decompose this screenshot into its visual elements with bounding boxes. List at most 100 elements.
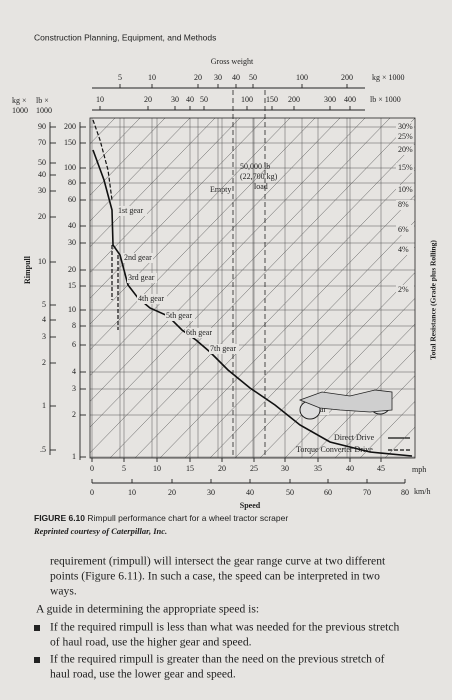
- kmh-label: 10: [128, 488, 136, 497]
- kg-axis-label: 5: [42, 300, 46, 309]
- kg-scale-label: 100: [296, 73, 308, 82]
- kmh-label: 60: [324, 488, 332, 497]
- lb-axis-label: 3: [72, 384, 76, 393]
- gear-label-bg: [123, 253, 153, 263]
- grade-label: 6%: [398, 225, 409, 234]
- lb-scale-label: 10: [96, 95, 104, 104]
- kg-scale-label: 200: [341, 73, 353, 82]
- grade-label: 15%: [398, 163, 413, 172]
- grade-label-bg: [396, 245, 414, 255]
- plot-frame: [89, 117, 416, 459]
- gear-label: 1st gear: [118, 206, 143, 215]
- mph-label: 0: [90, 464, 94, 473]
- gear-label: 7th gear: [210, 344, 236, 353]
- legend-label: Torque Converter Drive: [296, 445, 373, 454]
- kg-scale-label: 20: [194, 73, 202, 82]
- grid-line: [90, 118, 415, 454]
- kg-axis-unit: 1000: [12, 106, 28, 115]
- mph-label: 45: [377, 464, 385, 473]
- grade-label-bg: [396, 145, 414, 155]
- mph-label: 35: [314, 464, 322, 473]
- kg-scale-label: 10: [148, 73, 156, 82]
- kmh-label: 0: [90, 488, 94, 497]
- grid-line: [90, 118, 191, 222]
- lb-axis-label: 80: [68, 178, 76, 187]
- lb-axis-label: 15: [68, 281, 76, 290]
- caption: FIGURE 6.10 Rimpull performance chart fo…: [34, 513, 288, 523]
- gear-label: 4th gear: [138, 294, 164, 303]
- speed-label: Speed: [240, 501, 261, 510]
- mph-label: 20: [218, 464, 226, 473]
- grid-line: [134, 169, 415, 458]
- grade-label-bg: [396, 185, 414, 195]
- lb-axis-label: 100: [64, 163, 76, 172]
- kg-axis-unit: kg ×: [12, 96, 27, 105]
- kg-axis-label: .5: [40, 445, 46, 454]
- gear-label-bg: [185, 328, 215, 338]
- grid-line: [209, 246, 415, 458]
- grid-line: [90, 118, 391, 428]
- torque-curve: [92, 119, 119, 330]
- grid-line: [90, 118, 316, 351]
- grid-line: [90, 118, 266, 299]
- lb-axis-label: 60: [68, 195, 76, 204]
- lb-axis-label: 10: [68, 305, 76, 314]
- lb-axis-unit: 1000: [36, 106, 52, 115]
- kg-axis-label: 20: [38, 212, 46, 221]
- kg-scale-label: 30: [214, 73, 222, 82]
- kmh-label: 40: [246, 488, 254, 497]
- bullet: [34, 657, 40, 663]
- gear-label-bg: [127, 273, 157, 283]
- guide-line: A guide in determining the appropriate s…: [36, 603, 259, 616]
- grade-label: 10%: [398, 185, 413, 194]
- mph-label: 15: [186, 464, 194, 473]
- bullet-line: of haul road, use the higher gear and sp…: [50, 636, 252, 649]
- kg-scale-label: 50: [249, 73, 257, 82]
- grid-line: [90, 118, 241, 273]
- bullet-line: haul road, use the lower gear and speed.: [50, 668, 236, 681]
- grade-label-bg: [396, 122, 414, 132]
- kmh-label: 50: [286, 488, 294, 497]
- kmh-label: 80: [401, 488, 409, 497]
- mph-unit: mph: [412, 465, 426, 474]
- gear-label: 2nd gear: [124, 253, 152, 262]
- grid-line: [109, 143, 415, 458]
- grade-label-bg: [396, 132, 414, 142]
- grid-line: [90, 118, 291, 325]
- lb-scale-label: 400: [344, 95, 356, 104]
- lb-axis-label: 30: [68, 238, 76, 247]
- gear-label-bg: [117, 206, 147, 216]
- kg-scale-label: 5: [118, 73, 122, 82]
- grade-label: 30%: [398, 122, 413, 131]
- grid-line: [90, 118, 116, 145]
- gear-label: 5th gear: [166, 311, 192, 320]
- grade-label: 25%: [398, 132, 413, 141]
- grade-label: 4%: [398, 245, 409, 254]
- kg-axis-label: 40: [38, 170, 46, 179]
- lb-axis-label: 150: [64, 138, 76, 147]
- grid-line: [90, 118, 341, 376]
- lb-scale-label: 30: [171, 95, 179, 104]
- lb-scale-label: 20: [144, 95, 152, 104]
- mph-label: 10: [153, 464, 161, 473]
- paragraph-line: points (Figure 6.11). In such a case, th…: [50, 570, 380, 583]
- lb-axis-label: 20: [68, 265, 76, 274]
- kg-axis-label: 50: [38, 158, 46, 167]
- gear-label-bg: [165, 311, 195, 321]
- kmh-label: 70: [363, 488, 371, 497]
- resistance-label: Total Resistance (Grade plus Rolling): [429, 240, 438, 360]
- grid-line: [384, 426, 415, 458]
- bullet-line: If the required rimpull is greater than …: [50, 653, 385, 666]
- grade-label: 2%: [398, 285, 409, 294]
- lb-scale-unit: lb × 1000: [370, 95, 401, 104]
- kg-axis-label: 70: [38, 138, 46, 147]
- lb-scale-label: 150: [266, 95, 278, 104]
- grid-line: [90, 118, 216, 248]
- kg-axis-label: 10: [38, 257, 46, 266]
- lb-scale-label: 200: [288, 95, 300, 104]
- lb-axis-label: 4: [72, 367, 76, 376]
- caption-credit: Reprinted courtesy of Caterpillar, Inc.: [33, 526, 167, 536]
- gear-label: 6th gear: [186, 328, 212, 337]
- mph-label: 5: [122, 464, 126, 473]
- grid-line: [184, 220, 415, 458]
